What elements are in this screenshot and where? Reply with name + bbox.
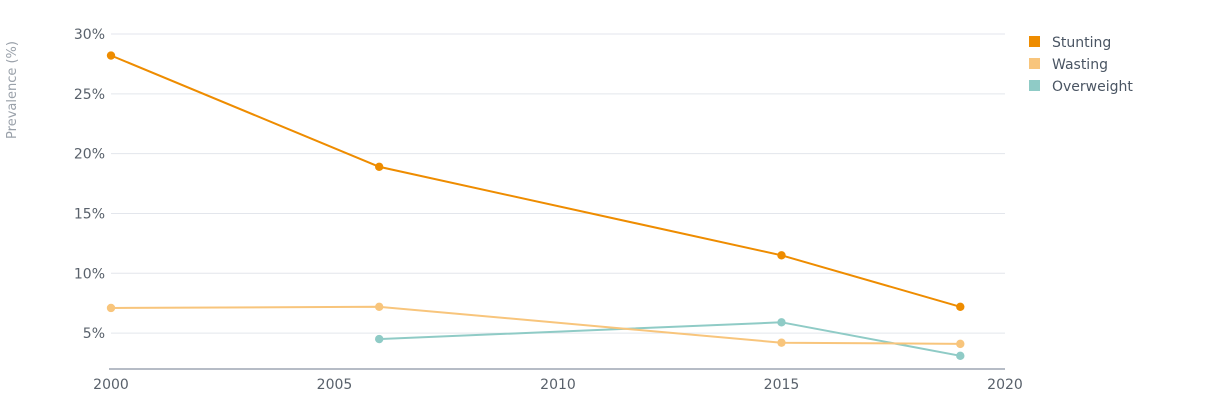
y-tick-label: 30% <box>74 27 105 43</box>
series-line-wasting <box>110 305 962 345</box>
legend-label: Overweight <box>1052 79 1133 95</box>
data-point-wasting[interactable] <box>106 303 116 313</box>
data-point-stunting[interactable] <box>956 302 965 311</box>
data-point-stunting[interactable] <box>106 51 116 60</box>
legend-swatch <box>1029 80 1040 91</box>
y-tick-label: 5% <box>83 326 105 342</box>
legend-item-stunting[interactable]: Stunting <box>1029 35 1111 51</box>
y-tick-label: 20% <box>74 147 105 163</box>
data-point-wasting[interactable] <box>375 302 384 311</box>
y-tick-label: 25% <box>74 87 105 103</box>
series-stunting <box>106 51 965 311</box>
legend-item-wasting[interactable]: Wasting <box>1029 57 1108 73</box>
axes: 5% 10% 15% 20% 25% 30% 2000 2005 2010 2015 2020 <box>74 27 1023 393</box>
x-tick-label: 2010 <box>540 377 576 393</box>
series-wasting <box>106 302 965 349</box>
x-tick-label: 2000 <box>93 377 129 393</box>
series-lines <box>106 51 965 361</box>
series-overweight <box>375 318 965 361</box>
y-tick-label: 15% <box>74 206 105 222</box>
x-tick-label: 2020 <box>987 377 1023 393</box>
series-line-stunting <box>110 54 962 308</box>
legend-label: Stunting <box>1052 35 1111 51</box>
y-tick-label: 10% <box>74 266 105 282</box>
x-tick-label: 2005 <box>317 377 353 393</box>
legend-swatch <box>1029 36 1040 47</box>
data-point-wasting[interactable] <box>956 339 965 349</box>
legend-swatch <box>1029 58 1040 69</box>
data-point-overweight[interactable] <box>777 318 786 327</box>
series-line-overweight <box>378 321 962 357</box>
legend: Stunting Wasting Overweight <box>1029 35 1133 95</box>
y-axis-title: Prevalence (%) <box>5 41 20 139</box>
data-point-overweight[interactable] <box>956 351 965 361</box>
x-tick-label: 2015 <box>764 377 800 393</box>
gridlines <box>111 33 1005 334</box>
data-point-stunting[interactable] <box>777 251 786 260</box>
legend-label: Wasting <box>1052 57 1108 73</box>
data-point-wasting[interactable] <box>777 338 786 347</box>
legend-item-overweight[interactable]: Overweight <box>1029 79 1133 95</box>
data-point-overweight[interactable] <box>375 334 384 344</box>
data-point-stunting[interactable] <box>375 162 384 172</box>
